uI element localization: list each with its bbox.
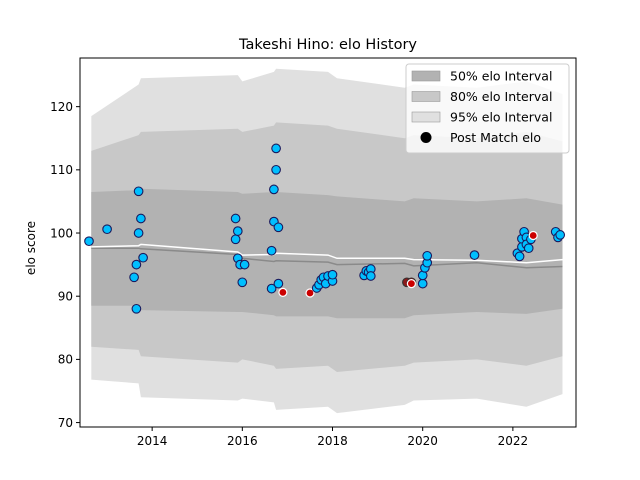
x-tick-label: 2018 [317, 434, 348, 448]
match-point [133, 186, 144, 197]
match-point [129, 272, 139, 283]
match-point [417, 278, 428, 289]
y-tick-label: 100 [50, 226, 73, 240]
y-tick-label: 110 [50, 163, 73, 177]
match-point [469, 250, 480, 260]
match-point [271, 143, 281, 154]
legend-box [405, 63, 570, 154]
match-point-loss [278, 287, 288, 297]
match-point [230, 213, 241, 224]
match-point [273, 222, 284, 233]
mean-line [91, 243, 563, 264]
legend-label: 80% elo Interval [450, 89, 552, 104]
match-point [327, 269, 338, 280]
plot-area [84, 68, 566, 414]
chart-title: Takeshi Hino: elo History [238, 37, 417, 53]
match-point [138, 252, 148, 263]
match-point-loss [528, 230, 538, 241]
band-50-interval [91, 188, 563, 319]
match-point [365, 271, 376, 281]
x-tick-label: 2016 [227, 434, 258, 448]
match-point [84, 236, 94, 247]
match-point [266, 283, 277, 294]
axes-frame [79, 57, 577, 428]
match-point [555, 230, 566, 240]
legend-swatch [411, 91, 441, 102]
match-point [422, 250, 433, 261]
y-tick-label: 90 [58, 290, 73, 304]
match-point [237, 277, 248, 288]
match-point [514, 251, 525, 262]
legend: 50% elo Interval 80% elo Interval 95% elo … [405, 63, 570, 154]
legend-swatch [411, 111, 441, 123]
match-point [131, 303, 142, 314]
match-point [523, 243, 534, 254]
legend-label: 50% elo Interval [450, 69, 552, 84]
match-point [133, 228, 144, 238]
match-point [136, 213, 146, 224]
y-tick-label: 70 [58, 416, 73, 430]
match-point [271, 164, 281, 175]
match-point [102, 224, 112, 235]
median-line [91, 247, 563, 269]
legend-marker [420, 132, 432, 143]
match-point-loss [305, 288, 315, 298]
x-tick-label: 2022 [498, 434, 529, 448]
legend-label: Post Match elo [450, 130, 541, 145]
match-point [131, 259, 142, 270]
legend-label: 95% elo Interval [450, 110, 552, 125]
y-tick-label: 80 [58, 353, 73, 367]
axes: 2014 2016 2018 2020 2022 70 80 90 100 110 120 [50, 57, 577, 448]
legend-swatch [411, 70, 441, 82]
match-point [230, 234, 241, 245]
y-axis-label: elo score [24, 221, 38, 275]
x-tick-label: 2014 [137, 434, 168, 448]
x-tick-label: 2020 [407, 434, 438, 448]
match-point [273, 278, 284, 289]
match-point [269, 184, 279, 195]
match-point-loss [406, 279, 416, 289]
match-point [239, 259, 250, 270]
y-tick-label: 120 [50, 100, 73, 114]
match-point [232, 226, 243, 236]
match-point [266, 245, 277, 256]
